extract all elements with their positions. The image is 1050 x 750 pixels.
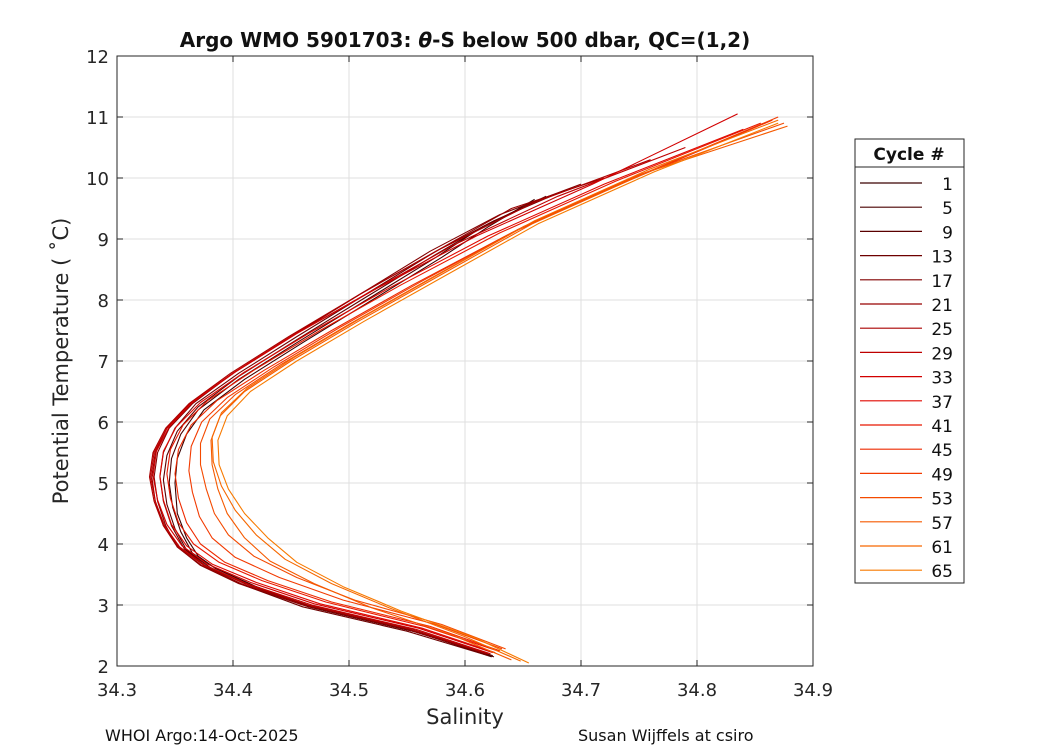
series-line-cycle-45 (174, 119, 773, 652)
legend-label-cycle-21: 21 (931, 296, 953, 316)
legend-label-cycle-9: 9 (942, 223, 953, 243)
y-axis-ticks: 2 3 4 5 6 7 8 9 10 11 12 (86, 47, 813, 678)
legend-title: Cycle # (873, 145, 944, 165)
y-tick-label: 8 (98, 291, 109, 312)
y-tick-label: 5 (98, 474, 109, 495)
y-tick-label: 2 (98, 657, 109, 678)
y-tick-label: 10 (86, 169, 109, 190)
legend-label-cycle-61: 61 (931, 538, 953, 558)
series-line-cycle-65 (217, 122, 779, 664)
chart-title-theta: θ (418, 28, 432, 52)
footer-left: WHOI Argo:14-Oct-2025 (105, 726, 299, 745)
series-line-cycle-57 (210, 125, 788, 661)
legend: Cycle # 1 5 9 13 17 21 25 29 33 37 41 45 49 53 57 61 65 (854, 138, 965, 584)
chart-title-prefix: Argo WMO 5901703: (180, 28, 419, 52)
legend-entries: 1 5 9 13 17 21 25 29 33 37 41 45 49 53 57 61 65 (860, 175, 953, 582)
series-line-cycle-25 (148, 159, 651, 655)
x-tick-label: 34.7 (561, 680, 601, 701)
legend-label-cycle-45: 45 (931, 441, 953, 461)
y-tick-label: 3 (98, 596, 109, 617)
legend-label-cycle-5: 5 (942, 199, 953, 219)
legend-label-cycle-41: 41 (931, 417, 953, 437)
y-tick-label: 4 (98, 535, 109, 556)
chart-title: Argo WMO 5901703: θ-S below 500 dbar, QC… (180, 28, 750, 52)
y-tick-label: 6 (98, 413, 109, 434)
x-axis-ticks: 34.3 34.4 34.5 34.6 34.7 34.8 34.9 (97, 56, 833, 701)
y-tick-label: 11 (86, 108, 109, 129)
series-line-cycle-37 (159, 128, 744, 654)
x-tick-label: 34.3 (97, 680, 137, 701)
legend-label-cycle-57: 57 (931, 514, 953, 534)
series-line-cycle-61 (211, 119, 779, 662)
x-axis-label: Salinity (426, 705, 504, 729)
y-tick-label: 9 (98, 230, 109, 251)
x-tick-label: 34.5 (329, 680, 369, 701)
legend-label-cycle-53: 53 (931, 490, 953, 510)
chart-title-suffix: -S below 500 dbar, QC=(1,2) (432, 28, 750, 52)
series-line-cycle-33 (152, 113, 738, 654)
legend-label-cycle-65: 65 (931, 562, 953, 582)
legend-label-cycle-29: 29 (931, 344, 953, 364)
legend-box (854, 138, 965, 584)
y-tick-label: 12 (86, 47, 109, 68)
legend-label-cycle-13: 13 (931, 248, 953, 268)
x-tick-label: 34.4 (213, 680, 253, 701)
x-tick-label: 34.6 (445, 680, 485, 701)
legend-label-cycle-1: 1 (942, 175, 953, 195)
y-tick-label: 7 (98, 352, 109, 373)
legend-label-cycle-25: 25 (931, 320, 953, 340)
legend-label-cycle-37: 37 (931, 393, 953, 413)
x-tick-label: 34.9 (793, 680, 833, 701)
x-tick-label: 34.8 (677, 680, 717, 701)
series-line-cycle-49 (188, 116, 779, 650)
legend-label-cycle-33: 33 (931, 369, 953, 389)
legend-label-cycle-49: 49 (931, 465, 953, 485)
footer-right: Susan Wijffels at csiro (578, 726, 754, 745)
series-line-cycle-41 (166, 122, 762, 652)
legend-label-cycle-17: 17 (931, 272, 953, 292)
series-group (148, 113, 788, 664)
y-axis-label: Potential Temperature ( ˚C) (49, 218, 73, 505)
